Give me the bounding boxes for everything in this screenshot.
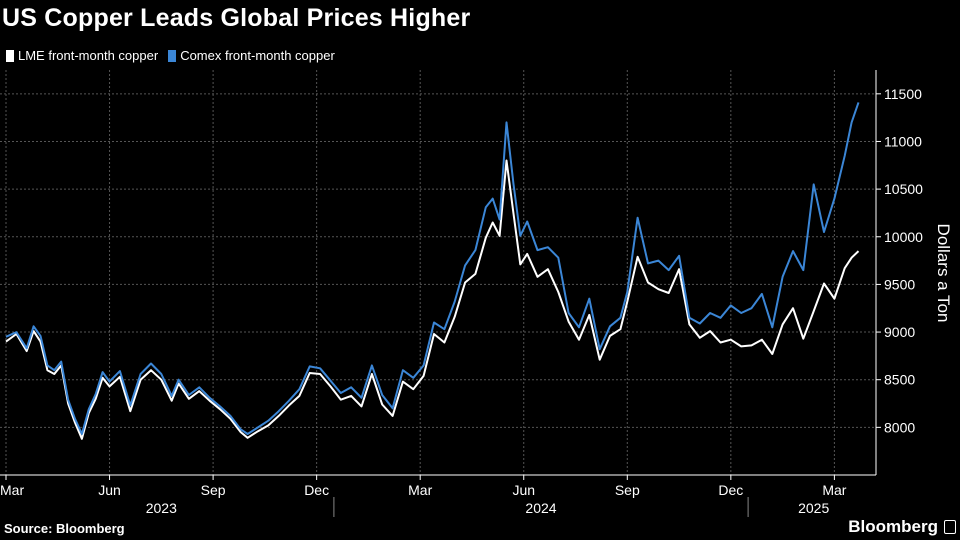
legend-label-comex: Comex front-month copper (180, 48, 335, 63)
x-tick-label: Mar (822, 482, 846, 498)
grid-lines (0, 70, 876, 475)
year-label: 2023 (146, 500, 177, 516)
y-tick-label: 11500 (884, 86, 922, 102)
legend-swatch-comex (168, 49, 177, 62)
series-lines (5, 102, 860, 440)
y-tick-label: 9000 (884, 324, 915, 340)
legend-label-lme: LME front-month copper (18, 48, 159, 63)
y-tick-label: 8500 (884, 372, 915, 388)
x-tick-label: Jun (512, 482, 535, 498)
x-tick-label: Dec (718, 482, 743, 498)
x-tick-label: Sep (201, 482, 226, 498)
menu-icon (944, 520, 956, 534)
y-tick-label: 8000 (884, 419, 915, 435)
y-tick-label: 10000 (884, 229, 923, 245)
chart-title: US Copper Leads Global Prices Higher (2, 4, 471, 32)
year-label: 2025 (798, 500, 829, 516)
brand-logo: Bloomberg (848, 517, 938, 536)
x-tick-label: Jun (98, 482, 121, 498)
series-line-comex (5, 102, 860, 435)
x-tick-label: Dec (304, 482, 329, 498)
y-axis-label: Dollars a Ton (934, 224, 953, 323)
x-tick-label: Sep (615, 482, 640, 498)
source-note: Source: Bloomberg (4, 521, 125, 536)
legend-item-lme: LME front-month copper (6, 48, 158, 63)
y-tick-label: 11000 (884, 133, 922, 149)
x-tick-label: Mar (0, 482, 24, 498)
legend-swatch-lme (6, 49, 14, 62)
y-tick-label: 9500 (884, 276, 915, 292)
x-tick-label: Mar (408, 482, 432, 498)
legend-item-comex: Comex front-month copper (168, 48, 335, 63)
series-line-lme (5, 159, 860, 440)
legend: LME front-month copper Comex front-month… (6, 48, 335, 63)
x-axis: Mar Jun Sep Dec Mar Jun Sep Dec Mar 2023 2024 2025 (0, 474, 876, 517)
y-tick-label: 10500 (884, 181, 923, 197)
y-axis: 8000 8500 9000 9500 10000 10500 11000 11500 (875, 70, 923, 475)
year-label: 2024 (525, 500, 556, 516)
